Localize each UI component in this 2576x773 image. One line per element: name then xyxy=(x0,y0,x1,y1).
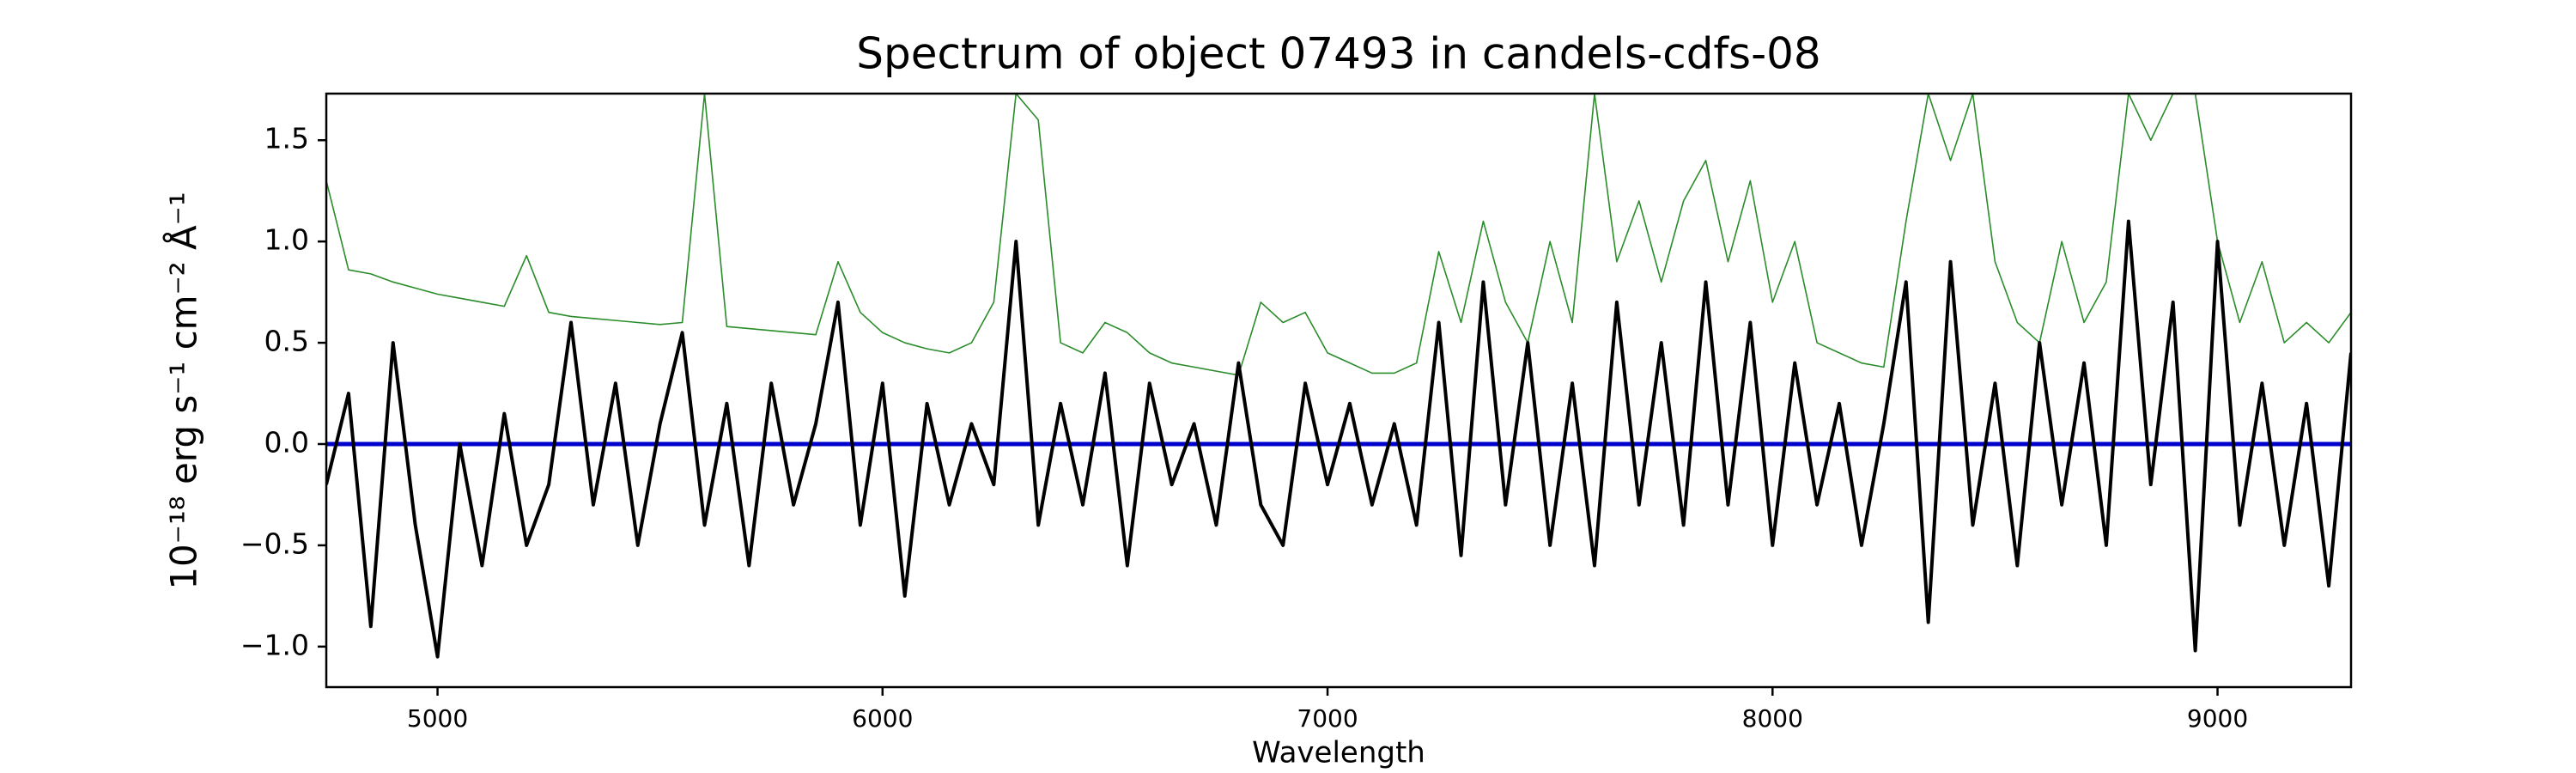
y-tick-label: 0.0 xyxy=(264,425,309,459)
x-axis-label: Wavelength xyxy=(1252,736,1425,770)
series-line xyxy=(326,94,2351,376)
y-tick-label: 0.5 xyxy=(264,325,309,358)
x-tick-label: 5000 xyxy=(407,704,468,733)
y-tick-label: −1.0 xyxy=(240,628,309,661)
x-tick-label: 8000 xyxy=(1742,704,1803,733)
y-tick-label: −0.5 xyxy=(240,526,309,560)
series-line xyxy=(326,219,2351,659)
y-axis-label: 10⁻¹⁸ erg s⁻¹ cm⁻² Å⁻¹ xyxy=(162,192,205,589)
y-tick-label: 1.0 xyxy=(264,223,309,257)
plot-frame xyxy=(325,92,2353,689)
x-tick-label: 7000 xyxy=(1297,704,1358,733)
x-tick-label: 9000 xyxy=(2187,704,2248,733)
x-tick-label: 6000 xyxy=(852,704,913,733)
y-tick-label: 1.5 xyxy=(264,122,309,155)
plot-area xyxy=(326,94,2351,659)
chart-title: Spectrum of object 07493 in candels-cdfs… xyxy=(856,29,1821,79)
